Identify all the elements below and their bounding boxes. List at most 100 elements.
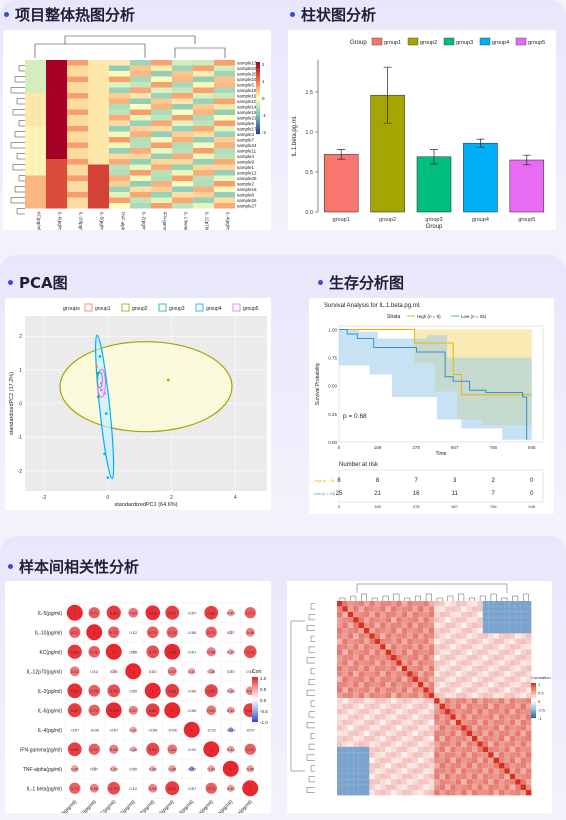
cluster-cell — [347, 714, 354, 720]
cluster-cell — [504, 660, 510, 666]
cluster-cell — [385, 741, 391, 747]
cluster-cell — [364, 725, 370, 731]
cluster-cell — [374, 665, 381, 672]
cluster-cell — [337, 649, 343, 655]
cluster-cell — [504, 709, 510, 715]
cluster-cell — [391, 687, 397, 693]
corr-legend-segment — [252, 720, 258, 723]
corr-value: 0.92 — [149, 610, 158, 615]
heatmap-cell — [46, 175, 67, 181]
cluster-cell — [493, 660, 499, 666]
cluster-cell — [472, 660, 478, 666]
cluster-cell — [369, 601, 375, 607]
cluster-cell — [358, 768, 364, 774]
cluster-cell — [493, 784, 499, 790]
cluster-cell — [488, 746, 494, 753]
cluster-cell — [380, 665, 386, 672]
cluster-cell — [396, 703, 402, 709]
cluster-cell — [515, 768, 521, 774]
survival-y-tick-label: 1.00 — [328, 327, 337, 332]
cluster-cell — [337, 703, 343, 709]
cluster-cell — [401, 725, 408, 731]
corr-value: 0.71 — [90, 747, 99, 752]
cluster-cell — [499, 649, 505, 655]
cluster-cell — [391, 649, 397, 655]
cluster-cell — [461, 757, 467, 763]
cluster-cell — [396, 784, 402, 790]
cluster-cell — [391, 633, 397, 639]
bar-x-tick-label: group5 — [518, 217, 535, 223]
cluster-cell — [439, 698, 445, 704]
cluster-cell — [445, 687, 451, 693]
corr-legend-segment — [252, 680, 258, 682]
risk-x-tick-label: 189 — [374, 504, 381, 509]
cluster-cell — [493, 682, 499, 688]
cluster-cell — [488, 644, 494, 650]
heatmap-cell — [172, 109, 193, 115]
cluster-cell — [450, 638, 456, 645]
cluster-cell — [493, 790, 499, 796]
cluster-cell — [374, 703, 381, 709]
cluster-cell — [418, 698, 424, 704]
cluster-cell — [391, 768, 397, 774]
cluster-cell — [526, 768, 532, 774]
cluster-cell — [472, 752, 478, 758]
cluster-cell — [520, 768, 526, 774]
cluster-cell — [515, 606, 521, 612]
cluster-cell — [412, 644, 418, 650]
corr-value: 0.71 — [71, 786, 80, 791]
corr-dot — [244, 743, 256, 755]
heatmap-cell — [88, 109, 109, 115]
corr-dot — [88, 704, 100, 716]
survival-y-axis-title: Survival Probability — [315, 362, 321, 405]
cluster-cell — [337, 660, 343, 666]
cluster-cell — [488, 622, 494, 628]
heatmap-cell — [130, 153, 151, 159]
cluster-cell — [520, 606, 526, 612]
cluster-cell — [380, 611, 386, 618]
cluster-cell — [488, 784, 494, 790]
cluster-cell — [520, 709, 526, 715]
cluster-cell — [412, 611, 418, 618]
cluster-cell — [418, 611, 424, 618]
cluster-cell — [504, 628, 510, 634]
cluster-cell — [407, 655, 413, 661]
cluster-legend-segment — [531, 691, 536, 693]
cluster-cell — [461, 633, 467, 639]
cluster-cell — [391, 601, 397, 607]
cluster-cell — [450, 752, 456, 758]
survival-y-tick-label: 0.75 — [328, 356, 337, 361]
corr-value: -0.07 — [187, 610, 197, 615]
cluster-cell — [342, 752, 348, 758]
cluster-cell — [450, 660, 456, 666]
cluster-cell — [439, 714, 445, 720]
heatmap-row-label: sample25 — [237, 176, 257, 181]
risk-high-count: 8 — [376, 478, 380, 484]
cluster-cell — [407, 746, 413, 753]
cluster-cell — [515, 730, 521, 736]
cluster-cell — [407, 611, 413, 618]
corr-value: 0.27 — [227, 630, 236, 635]
cluster-cell — [423, 703, 429, 709]
cluster-cell — [466, 719, 472, 726]
cluster-cell — [385, 730, 391, 736]
corr-dot — [69, 666, 80, 677]
cluster-cell — [439, 682, 445, 688]
risk-high-count: 3 — [453, 478, 457, 484]
cluster-cell — [412, 628, 418, 634]
corr-legend-segment — [252, 687, 258, 690]
cluster-cell — [412, 660, 418, 666]
cluster-cell — [515, 709, 521, 715]
heatmap-cell — [109, 148, 130, 154]
cluster-cell — [477, 622, 483, 628]
cluster-cell — [450, 757, 456, 763]
cluster-legend-segment — [531, 701, 536, 703]
cluster-cell — [526, 633, 532, 639]
cluster-cell — [434, 692, 440, 699]
heatmap-cell — [130, 137, 151, 143]
cluster-cell — [342, 768, 348, 774]
cluster-cell — [472, 719, 478, 726]
cluster-cell — [515, 617, 521, 623]
correlation-card: IL-5(pg/ml) IL-10(pg/ml) KC(pg/ml) IL-12p70… — [5, 581, 271, 813]
cluster-cell — [445, 714, 451, 720]
